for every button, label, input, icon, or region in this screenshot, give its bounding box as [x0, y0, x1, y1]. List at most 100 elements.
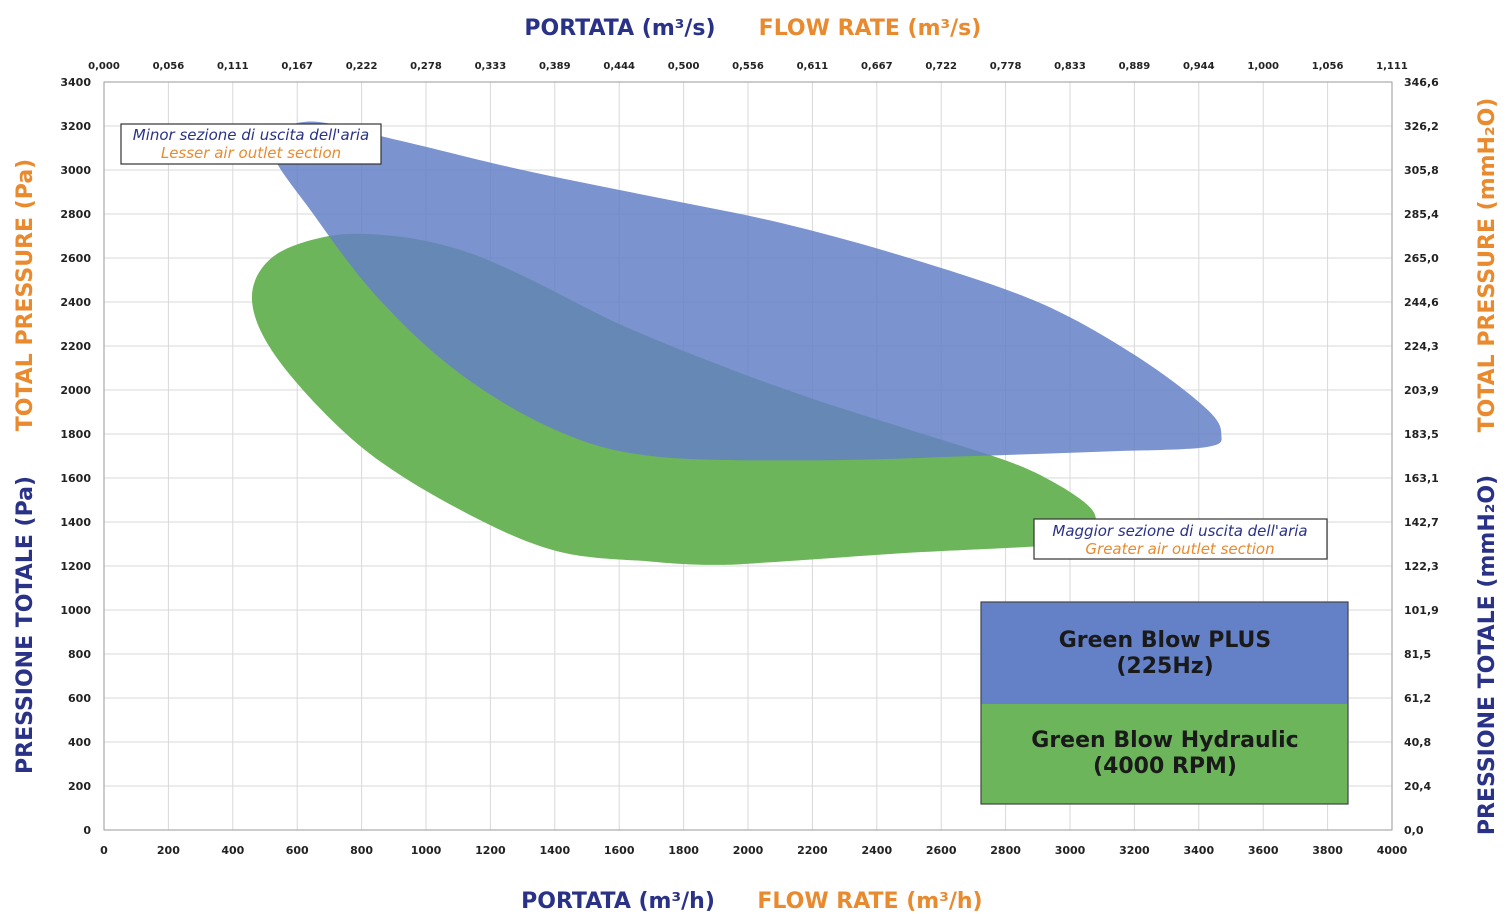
x-top-tick-label: 0,611 — [797, 61, 829, 72]
y-right-tick-label: 305,8 — [1404, 164, 1439, 177]
x-tick-label: 800 — [350, 844, 373, 857]
y-right-tick-label: 326,2 — [1404, 120, 1439, 133]
y-right-axis-ticks: 0,0 20,4 40,8 61,2 81,5 101,9 122,3 142,7 163,1 1… — [1404, 76, 1439, 837]
x-tick-label: 2200 — [797, 844, 828, 857]
annotation-greater-it: Maggior sezione di uscita dell'aria — [1052, 522, 1307, 540]
y-tick-label: 3200 — [60, 120, 91, 133]
y-right-tick-label: 265,0 — [1404, 252, 1439, 265]
y-tick-label: 200 — [68, 780, 91, 793]
y-right-tick-label: 142,7 — [1404, 516, 1439, 529]
x-top-tick-label: 0,222 — [346, 61, 378, 72]
y-tick-label: 0 — [83, 824, 91, 837]
x-top-tick-label: 0,167 — [281, 61, 313, 72]
y-tick-label: 1000 — [60, 604, 91, 617]
y-tick-label: 1800 — [60, 428, 91, 441]
x-top-tick-label: 0,778 — [990, 61, 1022, 72]
x-top-tick-label: 1,000 — [1247, 61, 1279, 72]
y-right-tick-label: 203,9 — [1404, 384, 1439, 397]
x-top-tick-label: 0,944 — [1183, 61, 1215, 72]
y-tick-label: 2000 — [60, 384, 91, 397]
legend-swatch-plus — [981, 602, 1348, 704]
y-right-tick-label: 163,1 — [1404, 472, 1439, 485]
x-top-title-it: PORTATA (m³/s) — [524, 16, 715, 41]
y-tick-label: 1200 — [60, 560, 91, 573]
annotation-greater-en: Greater air outlet section — [1085, 540, 1274, 558]
annotation-lesser-it: Minor sezione di uscita dell'aria — [133, 126, 369, 144]
x-tick-label: 3400 — [1183, 844, 1214, 857]
annotation-greater-outlet: Maggior sezione di uscita dell'aria Grea… — [1033, 518, 1328, 560]
y-right-tick-label: 346,6 — [1404, 76, 1439, 89]
y-tick-label: 400 — [68, 736, 91, 749]
y-tick-label: 800 — [68, 648, 91, 661]
x-tick-label: 3200 — [1119, 844, 1150, 857]
y-right-title-it: PRESSIONE TOTALE (mmH₂O) — [1475, 475, 1500, 835]
y-tick-label: 2600 — [60, 252, 91, 265]
y-tick-label: 3000 — [60, 164, 91, 177]
x-tick-label: 4000 — [1377, 844, 1408, 857]
y-right-tick-label: 244,6 — [1404, 296, 1439, 309]
x-tick-label: 3600 — [1248, 844, 1279, 857]
x-top-tick-label: 0,556 — [732, 61, 764, 72]
y-right-tick-label: 20,4 — [1404, 780, 1431, 793]
y-right-tick-label: 224,3 — [1404, 340, 1439, 353]
y-tick-label: 3400 — [60, 76, 91, 89]
y-left-title-it: PRESSIONE TOTALE (Pa) — [13, 476, 38, 774]
x-tick-label: 2600 — [926, 844, 957, 857]
y-tick-label: 2200 — [60, 340, 91, 353]
y-right-tick-label: 285,4 — [1404, 208, 1439, 221]
x-top-tick-label: 1,056 — [1312, 61, 1344, 72]
y-tick-label: 2800 — [60, 208, 91, 221]
y-right-tick-label: 122,3 — [1404, 560, 1439, 573]
x-top-tick-label: 0,056 — [153, 61, 185, 72]
annotation-greater-box — [1033, 518, 1328, 560]
y-tick-label: 1400 — [60, 516, 91, 529]
y-tick-label: 2400 — [60, 296, 91, 309]
x-top-tick-label: 1,111 — [1376, 61, 1408, 72]
y-right-title-en: TOTAL PRESSURE (mmH₂O) — [1475, 98, 1500, 433]
x-top-tick-label: 0,667 — [861, 61, 893, 72]
x-tick-label: 2400 — [861, 844, 892, 857]
x-top-tick-label: 0,889 — [1119, 61, 1151, 72]
x-tick-label: 1600 — [604, 844, 635, 857]
y-axis-ticks: 0 200 400 600 800 1000 1200 1400 1600 1800 2000 220… — [60, 76, 91, 837]
y-right-tick-label: 101,9 — [1404, 604, 1439, 617]
x-tick-label: 400 — [221, 844, 244, 857]
annotation-lesser-outlet: Minor sezione di uscita dell'aria Lesser… — [120, 123, 382, 165]
x-bottom-title-en: FLOW RATE (m³/h) — [757, 889, 982, 914]
y-tick-label: 1600 — [60, 472, 91, 485]
annotation-lesser-en: Lesser air outlet section — [161, 144, 341, 162]
x-tick-label: 1000 — [411, 844, 442, 857]
y-right-tick-label: 40,8 — [1404, 736, 1431, 749]
x-top-tick-label: 0,000 — [88, 61, 120, 72]
legend: Green Blow PLUS (225Hz) Green Blow Hydra… — [980, 601, 1349, 805]
area-plus — [271, 121, 1222, 461]
x-tick-label: 1800 — [668, 844, 699, 857]
legend-hydraulic-line2: (4000 RPM) — [1093, 754, 1237, 779]
y-right-tick-label: 81,5 — [1404, 648, 1431, 661]
x-tick-label: 3000 — [1055, 844, 1086, 857]
x-tick-label: 600 — [286, 844, 309, 857]
x-top-tick-label: 0,833 — [1054, 61, 1086, 72]
x-top-tick-label: 0,333 — [475, 61, 507, 72]
x-top-tick-label: 0,444 — [603, 61, 635, 72]
x-tick-label: 3800 — [1312, 844, 1343, 857]
legend-plus-line2: (225Hz) — [1116, 654, 1213, 679]
legend-hydraulic-line1: Green Blow Hydraulic — [1031, 728, 1298, 753]
x-tick-label: 2000 — [733, 844, 764, 857]
y-tick-label: 600 — [68, 692, 91, 705]
x-axis-ticks: 0 200 400 600 800 1000 1200 1400 1600 1800 2000 220… — [100, 844, 1407, 857]
legend-border — [980, 601, 1349, 805]
x-top-tick-label: 0,500 — [668, 61, 700, 72]
x-tick-label: 200 — [157, 844, 180, 857]
x-tick-label: 0 — [100, 844, 108, 857]
x-tick-label: 1400 — [539, 844, 570, 857]
legend-plus-line1: Green Blow PLUS — [1059, 628, 1272, 653]
y-right-tick-label: 183,5 — [1404, 428, 1439, 441]
x-top-title-en: FLOW RATE (m³/s) — [759, 16, 982, 41]
y-right-tick-label: 61,2 — [1404, 692, 1431, 705]
x-tick-label: 2800 — [990, 844, 1021, 857]
performance-areas — [251, 121, 1222, 565]
x-top-tick-label: 0,278 — [410, 61, 442, 72]
x-top-tick-label: 0,722 — [925, 61, 957, 72]
